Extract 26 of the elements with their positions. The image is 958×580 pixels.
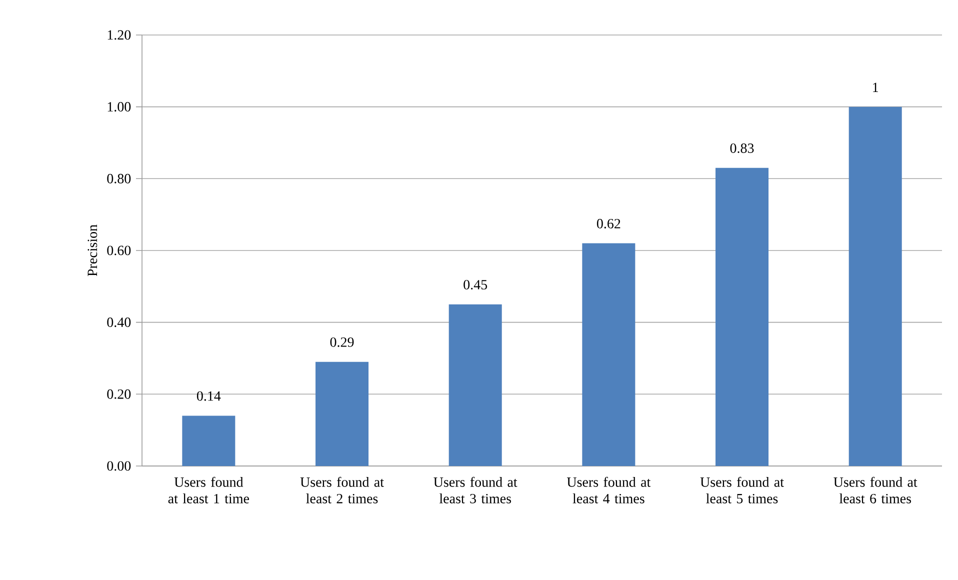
- y-tick-label: 0.60: [107, 246, 131, 256]
- data-label: 0.62: [596, 218, 620, 228]
- y-tick-label: 0.80: [107, 174, 131, 184]
- x-tick-label: Users found at least 5 times: [700, 476, 784, 504]
- data-label: 0.45: [464, 280, 488, 290]
- bar: [316, 362, 369, 466]
- y-tick-label: 0.20: [107, 389, 131, 399]
- data-label: 0.83: [730, 144, 754, 154]
- data-label: 0.29: [330, 337, 354, 347]
- data-label: 1: [873, 82, 878, 92]
- bar: [716, 168, 769, 466]
- bar: [582, 243, 636, 466]
- x-tick-label: Users found at least 2 times: [300, 476, 384, 504]
- x-tick-label: Users found at least 6 times: [834, 476, 918, 504]
- y-tick-label: 0.00: [107, 461, 131, 471]
- data-label: 0.14: [196, 391, 221, 401]
- y-axis-title: Precision: [88, 224, 98, 276]
- y-tick-label: 0.40: [107, 318, 131, 328]
- y-tick-label: 1.20: [108, 30, 131, 40]
- bar: [448, 304, 502, 466]
- x-tick-label: Users found at least 4 times: [566, 476, 651, 504]
- x-tick-label: Users found at least 1 time: [168, 476, 250, 504]
- bar: [848, 106, 902, 466]
- y-tick-label: 1.00: [108, 102, 131, 112]
- bar: [182, 416, 236, 466]
- x-tick-label: Users found at least 3 times: [434, 476, 518, 504]
